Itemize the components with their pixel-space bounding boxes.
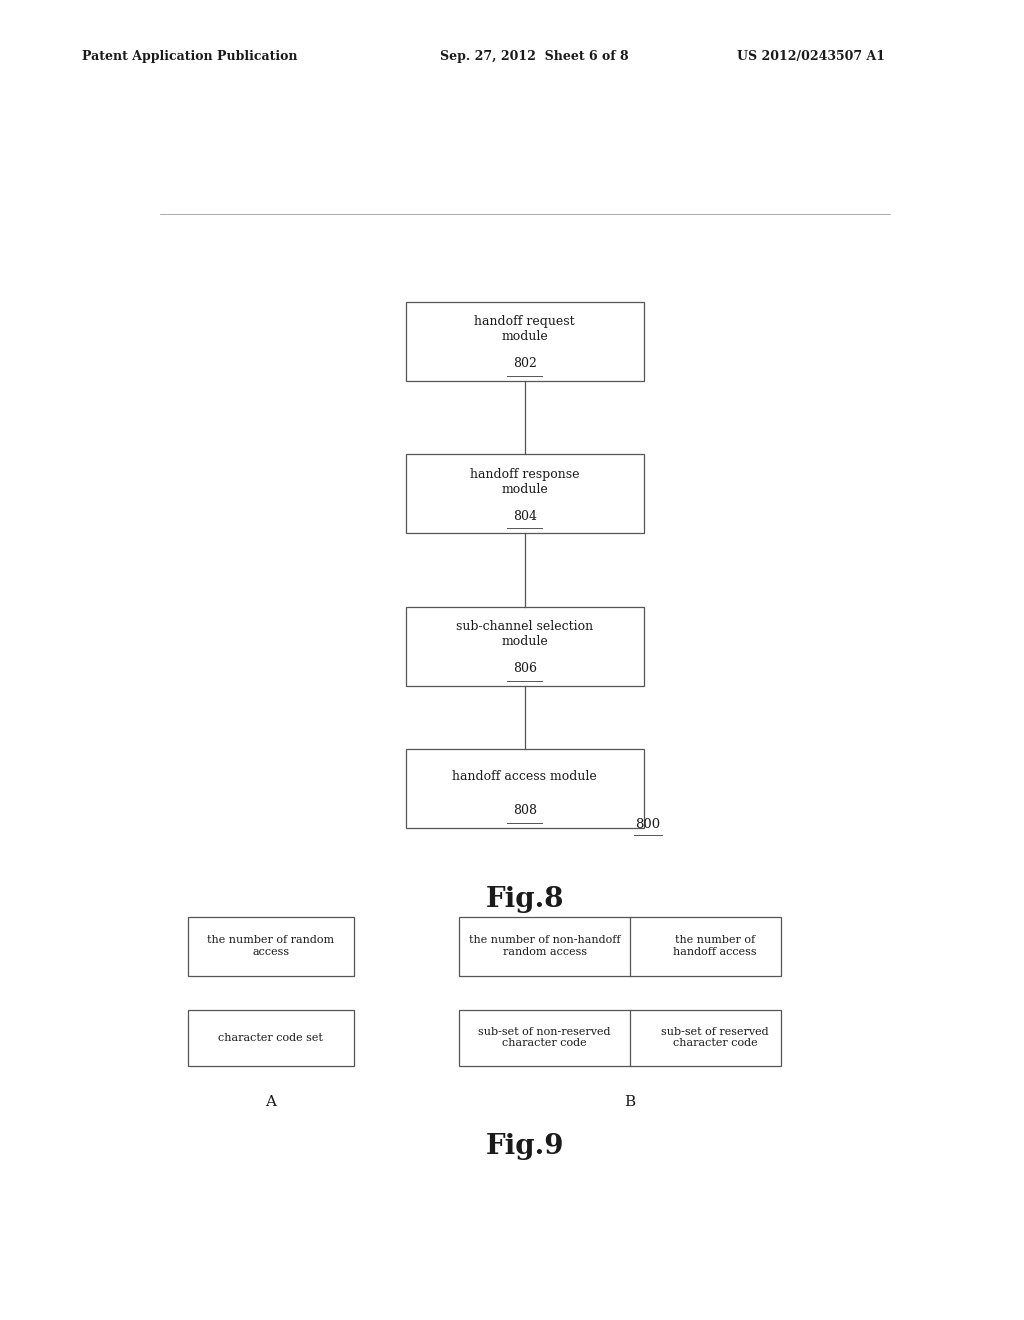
Text: the number of random
access: the number of random access [207,936,335,957]
FancyBboxPatch shape [406,302,644,381]
Text: sub-set of non-reserved
character code: sub-set of non-reserved character code [478,1027,611,1048]
Text: B: B [624,1094,635,1109]
Text: sub-channel selection
module: sub-channel selection module [457,620,593,648]
Text: A: A [265,1094,276,1109]
FancyBboxPatch shape [187,1010,354,1065]
Text: 802: 802 [513,358,537,370]
Text: handoff response
module: handoff response module [470,467,580,495]
Text: US 2012/0243507 A1: US 2012/0243507 A1 [737,50,886,63]
Text: 806: 806 [513,663,537,675]
FancyBboxPatch shape [460,1010,780,1065]
FancyBboxPatch shape [460,916,780,975]
Text: the number of non-handoff
random access: the number of non-handoff random access [469,936,621,957]
Text: the number of
handoff access: the number of handoff access [674,936,757,957]
Text: 800: 800 [635,817,660,830]
Text: sub-set of reserved
character code: sub-set of reserved character code [662,1027,769,1048]
Text: Fig.8: Fig.8 [485,886,564,913]
Text: handoff request
module: handoff request module [474,315,575,343]
Text: 804: 804 [513,510,537,523]
Text: Patent Application Publication: Patent Application Publication [82,50,297,63]
Text: Sep. 27, 2012  Sheet 6 of 8: Sep. 27, 2012 Sheet 6 of 8 [440,50,629,63]
FancyBboxPatch shape [406,748,644,828]
Text: handoff access module: handoff access module [453,770,597,783]
Text: Fig.9: Fig.9 [485,1133,564,1160]
Text: 808: 808 [513,804,537,817]
Text: character code set: character code set [218,1032,324,1043]
FancyBboxPatch shape [406,607,644,686]
FancyBboxPatch shape [406,454,644,533]
FancyBboxPatch shape [187,916,354,975]
